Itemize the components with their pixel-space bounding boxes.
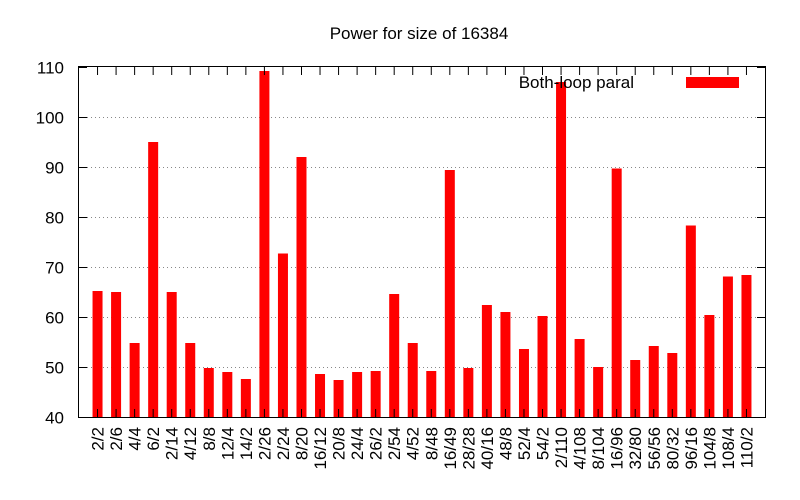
bar — [685, 225, 696, 417]
x-tick-label: 12/4 — [218, 427, 237, 460]
bar — [315, 374, 326, 417]
y-tick-label: 50 — [45, 359, 64, 378]
bar — [111, 292, 122, 417]
bar — [222, 372, 233, 417]
bar — [444, 170, 455, 417]
x-tick-label: 16/49 — [441, 427, 460, 470]
bar — [148, 142, 159, 417]
x-tick-label: 96/16 — [682, 427, 701, 470]
bar — [518, 349, 529, 417]
bar — [407, 343, 418, 417]
x-tick-label: 28/28 — [459, 427, 478, 470]
bar — [185, 343, 196, 417]
x-tick-label: 20/8 — [330, 427, 349, 460]
bar — [92, 291, 103, 417]
bar — [704, 315, 715, 417]
y-tick-label: 80 — [45, 209, 64, 228]
x-tick-label: 52/4 — [515, 427, 534, 460]
bar — [741, 275, 752, 417]
bar — [667, 353, 678, 417]
grid-lines — [79, 117, 765, 368]
bar — [240, 379, 251, 417]
legend: Both-loop paral — [519, 73, 739, 92]
legend-swatch — [686, 77, 739, 88]
bar — [352, 372, 363, 417]
x-tick-label: 54/2 — [534, 427, 553, 460]
x-tick-label: 2/24 — [274, 427, 293, 460]
x-tick-label: 2/54 — [385, 427, 404, 460]
bar — [389, 294, 400, 417]
bar — [296, 157, 307, 417]
bar — [463, 368, 474, 417]
x-tick-label: 56/56 — [645, 427, 664, 470]
bar — [333, 380, 344, 417]
x-tick-label: 14/2 — [237, 427, 256, 460]
bar — [722, 276, 733, 417]
x-tick-label: 4/4 — [126, 427, 145, 451]
bar — [426, 371, 437, 417]
x-tick-label: 6/2 — [144, 427, 163, 451]
x-tick-label: 8/48 — [422, 427, 441, 460]
x-tick-label: 8/8 — [200, 427, 219, 451]
x-tick-label: 32/80 — [626, 427, 645, 470]
x-tick-label: 110/2 — [737, 427, 756, 468]
x-tick-label: 40/16 — [478, 427, 497, 470]
y-tick-label: 90 — [45, 159, 64, 178]
y-tick-label: 100 — [36, 109, 64, 128]
bar — [593, 367, 604, 417]
x-tick-label: 4/12 — [181, 427, 200, 460]
bar — [481, 305, 492, 417]
x-tick-label: 80/32 — [663, 427, 682, 470]
bar — [556, 82, 567, 417]
x-tick-label: 104/8 — [700, 427, 719, 470]
y-tick-label: 60 — [45, 309, 64, 328]
x-tick-label: 16/12 — [311, 427, 330, 470]
x-tick-label: 2/110 — [552, 427, 571, 468]
y-tick-label: 110 — [37, 59, 64, 78]
x-tick-label: 4/52 — [404, 427, 423, 460]
chart-title: Power for size of 16384 — [330, 24, 509, 43]
x-tick-label: 2/26 — [255, 427, 274, 460]
x-tick-label: 8/20 — [292, 427, 311, 460]
x-tick-label: 16/96 — [608, 427, 627, 470]
bar — [370, 371, 381, 417]
bar — [574, 339, 585, 417]
bar — [129, 343, 140, 417]
bar — [166, 292, 177, 417]
bar — [611, 168, 622, 417]
bars — [92, 71, 752, 417]
bar — [630, 360, 641, 417]
y-tick-label: 70 — [45, 259, 64, 278]
bar — [203, 368, 214, 417]
x-tick-label: 8/104 — [589, 427, 608, 470]
bar — [537, 316, 548, 417]
bar — [648, 346, 659, 417]
x-tick-label: 2/2 — [89, 427, 108, 451]
x-tick-label: 2/14 — [163, 427, 182, 460]
bar — [500, 312, 511, 417]
bar — [277, 253, 288, 417]
x-tick-label: 108/4 — [719, 427, 738, 470]
legend-label: Both-loop paral — [519, 73, 634, 92]
x-tick-label: 4/108 — [571, 427, 590, 470]
x-tick-label: 48/8 — [496, 427, 515, 460]
bar — [259, 71, 270, 417]
x-tick-label: 26/2 — [367, 427, 386, 460]
x-tick-label: 2/6 — [107, 427, 126, 451]
y-tick-label: 40 — [45, 409, 64, 428]
plot-frame — [78, 66, 766, 418]
x-tick-label: 24/4 — [348, 427, 367, 460]
